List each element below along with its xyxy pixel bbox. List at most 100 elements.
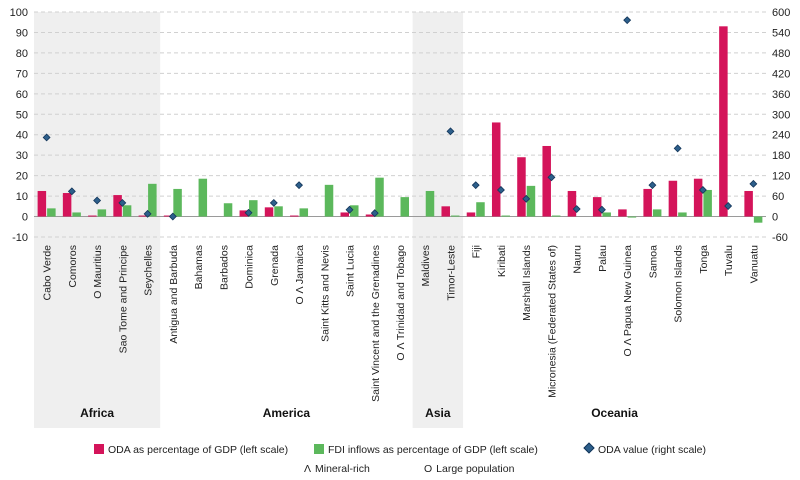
right-tick-label: 60 <box>772 191 784 203</box>
legend-value: ODA value (right scale) <box>582 442 706 456</box>
fdi-bar <box>678 212 687 217</box>
oda-bar <box>517 157 526 217</box>
fdi-bar <box>526 185 536 217</box>
oda-bar <box>567 190 577 217</box>
fdi-bar <box>703 189 712 217</box>
category-label: Saint Lucia <box>345 245 357 297</box>
left-tick-label: 60 <box>16 89 28 101</box>
left-axis-ticks: -10 0 10 20 30 40 50 60 70 80 90 100 <box>10 7 28 244</box>
region-label: Asia <box>425 406 451 420</box>
oda-bar <box>365 214 375 217</box>
fdi-bar <box>400 197 409 217</box>
category-label: O Λ Papua New Guinea <box>622 245 634 357</box>
oda-value-marker <box>168 212 177 221</box>
fdi-bar <box>450 215 460 217</box>
right-axis-ticks: -60 0 60 120 180 240 300 360 420 480 540 600 <box>772 7 790 244</box>
fdi-bar <box>753 216 763 223</box>
fdi-bar <box>501 215 510 217</box>
fdi-bar <box>652 209 662 217</box>
category-label: Saint Vincent and the Grenadines <box>370 245 382 402</box>
category-label: Maldives <box>420 245 432 286</box>
oda-bar <box>643 188 652 217</box>
category-label: Tonga <box>698 245 710 274</box>
fdi-swatch <box>314 444 324 454</box>
oda-bar <box>542 145 551 217</box>
region-label: Africa <box>80 406 114 420</box>
category-label: Marshall Islands <box>521 245 533 321</box>
oda-value-marker <box>496 185 505 194</box>
oda-value-marker <box>673 144 682 153</box>
oda-bar <box>62 193 72 217</box>
oda-bar <box>37 190 47 217</box>
oda-bar <box>290 215 299 217</box>
right-tick-label: 540 <box>772 27 790 39</box>
fdi-bar <box>47 208 56 217</box>
markers <box>42 16 758 221</box>
legend-oda: ODA as percentage of GDP (left scale) <box>94 444 288 456</box>
legend-population: O Large population <box>424 463 514 475</box>
category-label: Kiribati <box>496 245 508 277</box>
oda-value-marker <box>118 198 127 207</box>
right-tick-label: 240 <box>772 130 790 142</box>
oda-value-marker <box>698 185 707 194</box>
oda-bar <box>466 212 476 217</box>
region-shading <box>34 12 464 428</box>
category-label: Tuvalu <box>723 245 735 276</box>
fdi-bar <box>148 183 157 217</box>
fdi-bar <box>249 200 258 217</box>
oda-value-marker <box>572 205 581 214</box>
category-label: Fiji <box>471 245 483 258</box>
oda-value-marker <box>93 196 102 205</box>
left-tick-label: 90 <box>16 27 28 39</box>
category-label: Antigua and Barbuda <box>168 245 180 344</box>
oda-value-marker <box>244 208 253 217</box>
fdi-bar <box>476 202 485 217</box>
oda-bar <box>592 197 602 217</box>
bars <box>37 26 763 223</box>
category-label: Saint Kitts and Nevis <box>319 245 331 342</box>
category-label: Timor-Leste <box>445 245 457 301</box>
oda-value-marker <box>370 209 379 218</box>
oda-bar <box>163 215 173 217</box>
population-symbol: O <box>424 463 433 475</box>
fdi-bar <box>551 215 561 217</box>
oda-value-marker <box>345 205 354 214</box>
fdi-bar <box>324 184 334 217</box>
left-tick-label: 40 <box>16 130 28 142</box>
left-tick-label: 30 <box>16 150 28 162</box>
region-labels: Africa America Asia Oceania <box>80 406 638 420</box>
oda-bar <box>113 195 122 217</box>
category-label: Cabo Verde <box>42 245 54 301</box>
category-label: Grenada <box>269 245 281 286</box>
region-label: America <box>263 406 311 420</box>
category-label: Palau <box>597 245 609 272</box>
category-label: Dominica <box>244 245 256 289</box>
legend-population-label: Large population <box>436 463 515 475</box>
oda-value-marker <box>295 181 304 190</box>
oda-bar <box>264 207 274 217</box>
oda-bar <box>239 210 249 217</box>
legend-mineral: Λ Mineral-rich <box>304 463 370 475</box>
category-label: O Λ Jamaica <box>294 245 306 305</box>
oda-value-marker <box>547 173 556 182</box>
fdi-bar <box>72 212 81 217</box>
left-tick-label: 100 <box>10 7 28 19</box>
fdi-bar <box>223 203 233 217</box>
fdi-bar <box>97 209 107 217</box>
oda-bar <box>693 178 703 217</box>
right-tick-label: 600 <box>772 7 790 19</box>
legend-fdi: FDI inflows as percentage of GDP (left s… <box>314 444 538 456</box>
right-tick-label: 0 <box>772 212 778 224</box>
fdi-bar <box>375 177 384 217</box>
region-shade-asia <box>412 12 464 428</box>
right-tick-label: 180 <box>772 150 790 162</box>
right-tick-label: 480 <box>772 48 790 60</box>
category-label: Comoros <box>67 245 79 288</box>
oda-bar <box>138 215 148 217</box>
region-label: Oceania <box>591 406 638 420</box>
legend-value-label: ODA value (right scale) <box>598 444 706 456</box>
category-label: Seychelles <box>143 245 155 296</box>
fdi-bar <box>350 205 359 217</box>
mineral-symbol: Λ <box>304 463 312 475</box>
